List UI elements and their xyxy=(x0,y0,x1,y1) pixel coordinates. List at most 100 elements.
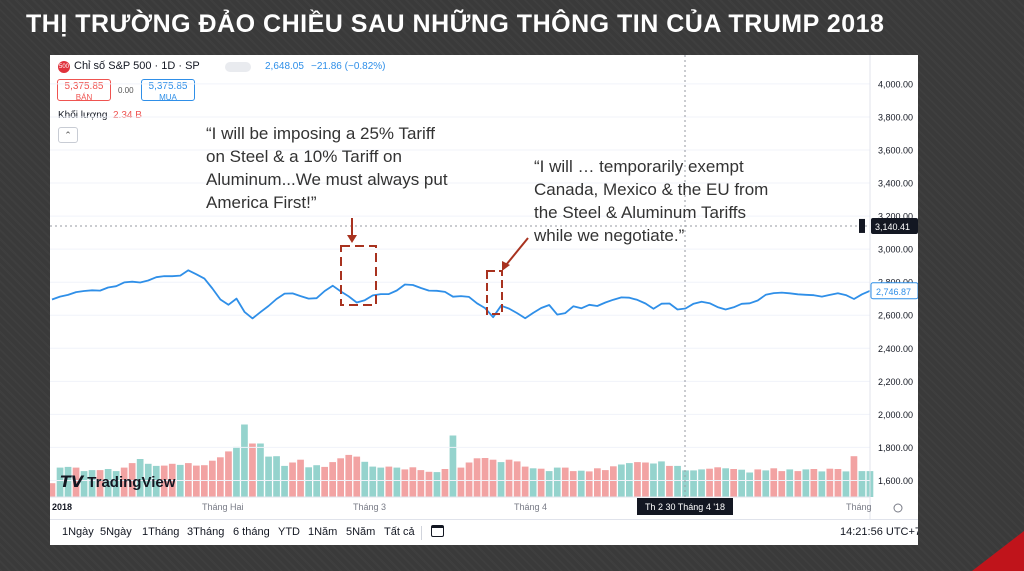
volume-bar xyxy=(393,467,401,497)
y-tick-label: 2,200.00 xyxy=(878,377,913,387)
range-1m-button[interactable]: 1Tháng xyxy=(142,526,180,538)
volume-bar xyxy=(209,460,216,497)
x-tick-label: Tháng 3 xyxy=(353,502,386,512)
last-price: 2,648.05 xyxy=(265,61,304,72)
crosshair-date-tag xyxy=(637,498,733,515)
tariff-event-marker xyxy=(340,245,377,306)
volume-bar xyxy=(473,458,481,497)
crosshair-date-label: Th 2 30 Tháng 4 '18 xyxy=(645,502,725,512)
volume-bar xyxy=(225,451,232,497)
tariff-quote: “I will be imposing a 25% Tariff on Stee… xyxy=(206,122,448,214)
exempt-quote: “I will … temporarily exempt Canada, Mex… xyxy=(534,155,768,247)
crosshair-price-tag xyxy=(871,217,918,234)
range-1d-button[interactable]: 1Ngày xyxy=(62,526,94,538)
exempt-quote-line: the Steel & Aluminum Tariffs xyxy=(534,203,746,222)
exemption-event-marker xyxy=(486,270,503,315)
volume-bar xyxy=(64,466,72,497)
volume-bar xyxy=(698,469,705,497)
volume-bar xyxy=(505,459,513,497)
y-tick-label: 3,200.00 xyxy=(878,212,913,222)
volume-bar xyxy=(104,469,112,497)
corner-accent xyxy=(972,531,1024,571)
volume-bar xyxy=(112,471,120,497)
volume-bar xyxy=(289,462,296,497)
volume-bar xyxy=(297,459,304,497)
volume-bar xyxy=(794,471,802,497)
quick-actions-pill[interactable] xyxy=(225,62,251,72)
volume-bar xyxy=(778,471,786,497)
volume-bar xyxy=(658,461,665,497)
tariff-quote-line: “I will be imposing a 25% Tariff xyxy=(206,124,435,143)
volume-bar xyxy=(152,465,160,497)
volume-bar xyxy=(610,466,617,497)
price-chart[interactable]: 4,000.00 3,800.00 3,600.00 3,400.00 3,200.00… xyxy=(50,55,918,545)
y-tick-label: 1,800.00 xyxy=(878,443,913,453)
buy-price: 5,375.85 xyxy=(148,81,188,92)
tradingview-watermark: 𝙏𝙑 TradingView xyxy=(60,472,175,492)
y-tick-label: 1,600.00 xyxy=(878,476,913,486)
tariff-quote-line: Aluminum...We must always put xyxy=(206,170,448,189)
range-6m-button[interactable]: 6 tháng xyxy=(233,526,270,538)
range-1y-button[interactable]: 1Năm xyxy=(308,526,338,538)
sell-button[interactable]: 5,375.85 BÁN xyxy=(57,79,111,102)
volume-bar xyxy=(738,469,745,497)
symbol-name[interactable]: Chỉ số S&P 500 · 1D · SP xyxy=(74,60,200,72)
volume-bar xyxy=(634,462,641,497)
volume-bar xyxy=(56,467,64,497)
volume-bar xyxy=(401,469,409,497)
volume-bar xyxy=(762,470,770,497)
volume-bar xyxy=(377,467,385,497)
volume-bar xyxy=(136,459,144,497)
volume-bar xyxy=(810,469,818,497)
volume-bar xyxy=(497,462,505,497)
tradingview-wordmark: TradingView xyxy=(87,474,176,491)
y-tick-label: 4,000.00 xyxy=(878,79,913,89)
crosshair-add-icon xyxy=(859,218,865,233)
volume-bar xyxy=(545,471,553,497)
tariff-arrow-head xyxy=(347,235,357,243)
volume-bar xyxy=(642,462,649,497)
collapse-chevron-icon[interactable]: ⌃ xyxy=(58,127,78,143)
volume-bar xyxy=(217,457,224,497)
symbol-badge: 500 xyxy=(58,61,70,73)
axis-settings-icon xyxy=(893,503,903,513)
range-3m-button[interactable]: 3Tháng xyxy=(187,526,225,538)
volume-bar xyxy=(345,454,353,497)
range-5y-button[interactable]: 5Năm xyxy=(346,526,376,538)
volume-bar xyxy=(233,446,240,497)
tradingview-logo-icon: 𝙏𝙑 xyxy=(60,474,84,491)
clock-timezone[interactable]: 14:21:56 UTC+7 xyxy=(840,526,918,538)
volume-bar xyxy=(569,471,577,497)
buy-button[interactable]: 5,375.85 MUA xyxy=(141,79,195,102)
volume-bar xyxy=(417,470,425,497)
volume-bar xyxy=(361,461,369,497)
volume-bar xyxy=(449,435,457,497)
volume-bar xyxy=(521,466,529,497)
volume-bar xyxy=(850,456,858,497)
volume-bar xyxy=(770,468,778,497)
range-ytd-button[interactable]: YTD xyxy=(278,526,300,538)
crosshair-price-label: 3,140.41 xyxy=(875,222,910,232)
volume-bar xyxy=(305,467,312,497)
y-tick-label: 3,800.00 xyxy=(878,112,913,122)
volume-bar xyxy=(818,471,826,497)
toolbar-divider xyxy=(421,526,422,540)
volume-bar xyxy=(257,443,264,497)
buy-label: MUA xyxy=(159,93,177,102)
date-range-calendar-icon[interactable] xyxy=(431,525,444,537)
volume-bar xyxy=(722,468,729,497)
y-tick-label: 3,400.00 xyxy=(878,179,913,189)
range-5d-button[interactable]: 5Ngày xyxy=(100,526,132,538)
volume-bar xyxy=(465,462,473,497)
volume-bar xyxy=(585,471,593,497)
volume-bar xyxy=(321,466,328,497)
exemption-arrow-shaft xyxy=(505,237,529,266)
volume-bar xyxy=(337,458,344,497)
tariff-quote-line: on Steel & a 10% Tariff on xyxy=(206,147,402,166)
slide-title: THỊ TRƯỜNG ĐẢO CHIỀU SAU NHỮNG THÔNG TIN… xyxy=(26,10,885,38)
exempt-quote-line: while we negotiate.” xyxy=(534,226,685,245)
x-tick-label: Tháng 4 xyxy=(514,502,547,512)
price-change: −21.86 (−0.82%) xyxy=(311,61,386,72)
range-all-button[interactable]: Tất cả xyxy=(384,526,415,538)
y-tick-label: 3,000.00 xyxy=(878,245,913,255)
